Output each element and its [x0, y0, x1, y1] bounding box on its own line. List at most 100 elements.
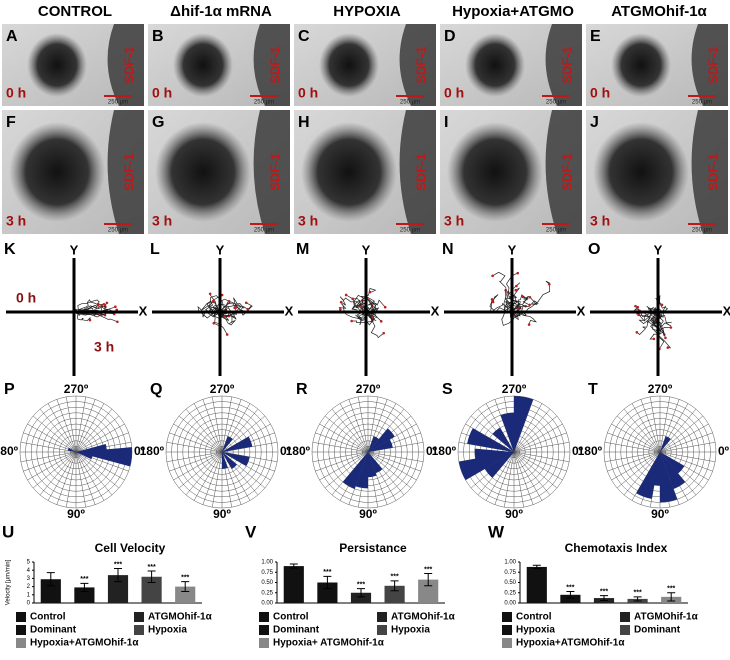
legend-swatch — [502, 612, 512, 622]
tissue-edge — [399, 24, 436, 106]
column-header: Δhif-1α mRNA — [170, 3, 272, 20]
rose-spoke — [178, 415, 223, 453]
trajectory-end — [379, 320, 383, 323]
rose-spoke — [659, 423, 709, 453]
panel-letter: S — [442, 381, 453, 398]
rose-wedge — [484, 452, 514, 478]
rose-spoke — [32, 451, 77, 489]
tissue-edge — [545, 24, 582, 106]
sdf-label: SDF-1 — [413, 153, 428, 191]
y-tick-label: 0.00 — [261, 601, 273, 607]
trajectory-end — [339, 308, 342, 311]
trajectory-end — [666, 346, 670, 349]
trajectory — [504, 292, 520, 313]
legend-swatch — [502, 625, 512, 635]
rose-spoke — [616, 415, 661, 453]
sdf-label: SDF-1 — [121, 46, 136, 84]
rose-spoke — [358, 396, 369, 453]
rose-spoke — [324, 415, 369, 453]
angle-label: 90º — [505, 507, 523, 521]
panel-letter: E — [590, 28, 601, 45]
rose-spoke — [339, 403, 369, 453]
bar — [107, 575, 129, 603]
time-label: 3 h — [152, 213, 172, 229]
trajectory-end — [105, 301, 109, 305]
panel-letter: W — [488, 522, 505, 541]
significance: *** — [566, 584, 574, 591]
rose-spoke — [607, 451, 661, 472]
error-bar — [46, 572, 55, 587]
legend-swatch — [259, 638, 269, 648]
trajectory — [73, 311, 91, 322]
trajectory — [209, 293, 221, 317]
rose-spoke — [166, 451, 223, 462]
angle-label: 0º — [718, 444, 730, 458]
y-tick-label: 2 — [27, 584, 31, 590]
rose-spoke — [221, 396, 232, 453]
angle-label: 270º — [210, 382, 235, 396]
error-bar — [566, 591, 575, 599]
error-bar — [633, 596, 642, 602]
rose-spoke — [56, 399, 77, 453]
scale-label: 250 µm — [254, 228, 274, 234]
trajectory-end — [225, 333, 229, 336]
y-tick-label: 0.50 — [504, 580, 516, 586]
time-label: 0 h — [590, 85, 610, 101]
trajectory-end — [114, 305, 117, 309]
rose-spoke — [513, 403, 543, 453]
panel-letter: F — [6, 114, 16, 131]
rose-spoke — [27, 451, 77, 481]
error-bar — [323, 575, 332, 590]
y-tick-label: 1.00 — [261, 560, 273, 566]
rose-spoke — [513, 451, 567, 472]
time-label: 0 h — [6, 85, 26, 101]
rose-wedge — [636, 452, 660, 499]
rose-spoke — [650, 396, 661, 453]
axis-x-label: X — [723, 303, 730, 318]
trajectory-end — [102, 302, 106, 306]
rose-spoke — [75, 403, 105, 453]
trajectory-end — [491, 300, 495, 304]
rose-spoke — [367, 451, 417, 481]
significance: *** — [634, 590, 642, 597]
trajectory-end — [527, 323, 531, 326]
significance: *** — [181, 575, 189, 582]
rose-spoke — [66, 451, 77, 508]
legend-label: Dominant — [634, 625, 681, 636]
legend-label: ATGMOhif-1α — [634, 612, 699, 623]
scale-label: 250 µm — [546, 100, 566, 106]
rose-spoke — [604, 451, 661, 462]
angle-label: 270º — [648, 382, 673, 396]
time-label: 3 h — [444, 213, 464, 229]
legend-swatch — [502, 638, 512, 648]
cell-aggregate — [27, 33, 87, 97]
rose-spoke — [513, 451, 570, 462]
rose-spoke — [212, 396, 223, 453]
rose-spoke — [513, 451, 551, 496]
rose-spoke — [604, 442, 661, 453]
panel-letter: N — [442, 241, 454, 258]
trajectory-end — [96, 304, 100, 307]
rose-wedge — [500, 412, 514, 452]
rose-spoke — [367, 451, 412, 489]
trajectory-end — [491, 274, 494, 278]
rose-spoke — [56, 451, 77, 505]
rose-spoke — [611, 451, 661, 481]
rose-spoke — [659, 451, 713, 472]
rose-spoke — [513, 451, 543, 501]
rose-spoke — [659, 442, 716, 453]
significance: *** — [114, 561, 122, 568]
error-bar — [147, 570, 156, 583]
trajectory-end — [528, 295, 532, 299]
axis-y-label: Y — [362, 242, 371, 257]
axis-y-label: Y — [70, 242, 79, 257]
rose-spoke — [324, 451, 369, 489]
sdf-label: SDF-1 — [413, 46, 428, 84]
trajectory — [352, 298, 369, 321]
legend-swatch — [620, 625, 630, 635]
rose-spoke — [319, 451, 369, 481]
trajectory-end — [351, 297, 355, 301]
rose-spoke — [193, 451, 223, 501]
error-bar — [667, 592, 676, 602]
rose-spoke — [27, 423, 77, 453]
